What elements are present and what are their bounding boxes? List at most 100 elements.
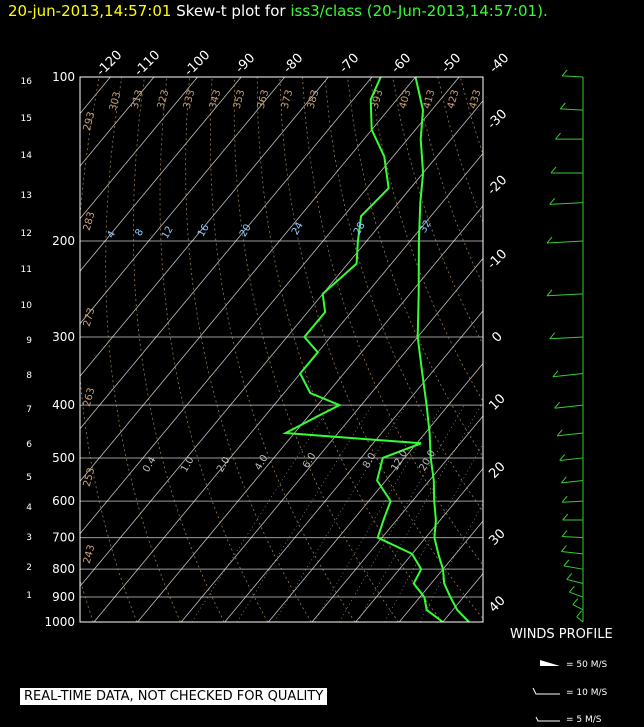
dry-adiabat-label: 393 xyxy=(370,89,386,110)
wind-legend-50: = 50 M/S xyxy=(566,660,608,670)
winds-profile-title: WINDS PROFILE xyxy=(510,627,613,642)
isotherm-right-label: 30 xyxy=(486,526,508,548)
dry-adiabat-label: 403 xyxy=(398,89,414,110)
dry-adiabat-line xyxy=(302,77,483,566)
isotherm-line xyxy=(530,77,644,622)
dry-adiabat-line xyxy=(347,77,483,458)
dry-adiabat-line xyxy=(279,77,483,620)
height-km-label: 12 xyxy=(21,229,32,239)
wind-legend-5-symbol xyxy=(535,716,560,722)
mixing-ratio-line xyxy=(339,404,465,622)
mixing-ratio-label: 12 xyxy=(160,224,176,241)
temperature-trace xyxy=(414,77,470,622)
dry-adiabat-line xyxy=(80,578,94,622)
pressure-label: 700 xyxy=(52,531,75,545)
dry-adiabat-line xyxy=(392,77,483,345)
wind-barb-flag xyxy=(554,401,561,409)
pressure-label: 200 xyxy=(52,234,75,248)
plot-area xyxy=(80,77,644,622)
mixing-ratio-line xyxy=(191,404,331,622)
wind-barb-flag xyxy=(563,559,570,567)
mixing-ratio-label: 28 xyxy=(352,220,368,237)
wind-barb xyxy=(572,604,584,611)
dry-adiabat-line xyxy=(506,77,644,622)
isotherm-right-label: 20 xyxy=(486,459,508,481)
wind-barb-flag xyxy=(549,332,556,340)
dry-adiabat-label: 343 xyxy=(208,89,224,110)
title-plot-label: Skew-t plot for xyxy=(176,2,286,20)
pressure-label: 1000 xyxy=(44,615,75,629)
dry-adiabat-line xyxy=(209,77,356,622)
wind-barb xyxy=(554,404,584,409)
isotherm-line xyxy=(442,572,483,622)
dry-adiabat-label: 413 xyxy=(422,89,438,110)
isotherm-top-label: -80 xyxy=(281,51,307,77)
height-km-label: 3 xyxy=(26,533,32,543)
wind-barb xyxy=(547,293,584,297)
dry-adiabat-label: 333 xyxy=(182,89,198,110)
dry-adiabat-label: 323 xyxy=(156,89,172,110)
isotherm-right-label: 0 xyxy=(489,329,505,345)
dry-adiabat-label: 363 xyxy=(256,89,272,110)
dry-adiabat-line xyxy=(482,77,483,79)
wind-barb-flag xyxy=(550,166,557,174)
isotherm-top-label: -70 xyxy=(337,51,363,77)
isotherm-line xyxy=(80,77,198,220)
wind-barb-flag xyxy=(561,476,567,484)
wind-barb xyxy=(559,457,584,461)
wind-barb xyxy=(576,616,584,623)
dry-adiabat-line xyxy=(369,77,483,402)
title-datetime: 20-jun-2013,14:57:01 xyxy=(8,2,172,20)
isotherm-line xyxy=(398,520,483,622)
title-station: iss3/class (20-Jun-2013,14:57:01). xyxy=(290,2,548,20)
isotherm-top-label: -110 xyxy=(132,48,163,79)
isotherm-line xyxy=(80,77,416,482)
pressure-label: 600 xyxy=(52,494,75,508)
mixing-ratio-label-lower: 20.0 xyxy=(418,448,439,473)
mixing-ratio-line xyxy=(384,443,483,622)
isotherm-line xyxy=(80,77,460,535)
wind-barb xyxy=(557,432,584,437)
height-km-label: 11 xyxy=(21,265,32,275)
dewpoint-trace xyxy=(282,77,444,622)
height-km-label: 5 xyxy=(26,473,32,483)
chart-title: 20-jun-2013,14:57:01 Skew-t plot for iss… xyxy=(8,2,548,20)
isotherm-line xyxy=(80,77,242,272)
height-km-label: 2 xyxy=(26,563,32,573)
isotherm-line xyxy=(224,310,483,622)
wind-barb-flag xyxy=(561,530,568,537)
height-km-label: 9 xyxy=(26,336,32,346)
wind-barb xyxy=(562,500,584,503)
dry-adiabat-line xyxy=(80,77,138,622)
mixing-ratio-label-lower: 4.0 xyxy=(253,453,270,472)
mixing-ratio-label: 24 xyxy=(290,220,306,237)
wind-barb-flag xyxy=(552,370,559,378)
height-km-label: 10 xyxy=(21,301,33,311)
dry-adiabat-label: 253 xyxy=(82,467,98,488)
wind-barb xyxy=(563,565,584,570)
isotherm-top-label: -90 xyxy=(233,51,259,77)
dry-adiabat-label: 383 xyxy=(306,89,322,110)
height-km-label: 4 xyxy=(26,503,32,513)
plot-frame xyxy=(79,76,484,623)
wind-barb xyxy=(552,373,584,378)
wind-barb xyxy=(566,578,584,585)
dry-adiabat-label: 303 xyxy=(108,91,124,112)
isotherm-right-label: 10 xyxy=(486,391,508,413)
dry-adiabat-label: 433 xyxy=(468,89,484,110)
wind-barb xyxy=(562,75,584,78)
isotherm-top-label: -100 xyxy=(182,48,213,79)
dry-adiabat-label: 263 xyxy=(82,387,98,408)
dry-adiabat-label: 283 xyxy=(82,211,98,232)
dry-adiabat-label: 243 xyxy=(82,544,98,565)
dry-adiabat-line xyxy=(324,77,483,512)
isotherm-line xyxy=(486,77,644,622)
mixing-ratio-label: 4 xyxy=(105,229,118,240)
mixing-ratio-label-lower: 12.0 xyxy=(390,448,411,473)
dry-adiabat-line xyxy=(551,77,644,622)
isotherm-line xyxy=(355,467,483,622)
wind-barb xyxy=(549,202,584,205)
height-km-label: 13 xyxy=(21,191,32,201)
mixing-ratio-label: 8 xyxy=(133,227,146,238)
